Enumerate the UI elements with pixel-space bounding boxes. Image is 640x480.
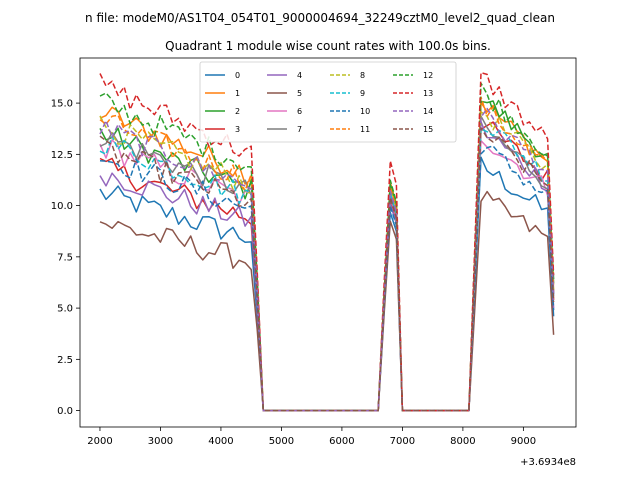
chart-title: Quadrant 1 module wise count rates with … xyxy=(165,39,491,53)
x-tick-label-5000: 5000 xyxy=(269,436,294,447)
y-tick-label-2: 5.0 xyxy=(57,304,73,315)
x-tick-label-4000: 4000 xyxy=(208,436,233,447)
y-tick-label-4: 10.0 xyxy=(51,201,73,212)
legend-label-7: 7 xyxy=(297,125,302,134)
y-tick-label-5: 12.5 xyxy=(51,150,73,161)
x-tick-label-9000: 9000 xyxy=(511,436,536,447)
legend-label-6: 6 xyxy=(297,107,302,116)
legend-label-9: 9 xyxy=(360,89,365,98)
legend-frame xyxy=(199,61,457,143)
y-tick-label-1: 2.5 xyxy=(57,355,73,366)
legend-label-1: 1 xyxy=(235,89,240,98)
legend-label-12: 12 xyxy=(423,71,433,80)
y-tick-label-0: 0.0 xyxy=(57,406,73,417)
legend-label-3: 3 xyxy=(235,125,240,134)
series-line-9 xyxy=(99,128,555,412)
plot-area xyxy=(79,57,577,428)
legend-label-4: 4 xyxy=(297,71,302,80)
legend-label-2: 2 xyxy=(235,107,240,116)
y-tick-label-6: 15.0 xyxy=(51,99,73,110)
figure-suptitle: n file: modeM0/AS1T04_054T01_9000004694_… xyxy=(85,11,555,25)
y-tick-label-3: 7.5 xyxy=(57,252,73,263)
legend-label-8: 8 xyxy=(360,71,365,80)
x-tick-label-3000: 3000 xyxy=(148,436,173,447)
legend-label-5: 5 xyxy=(297,89,302,98)
legend-label-13: 13 xyxy=(423,89,433,98)
legend-label-15: 15 xyxy=(423,125,433,134)
x-tick-label-2000: 2000 xyxy=(87,436,112,447)
x-axis-offset-label: +3.6934e8 xyxy=(520,457,576,468)
x-axis: 2000 3000 4000 5000 6000 7000 8000 9000 xyxy=(87,427,536,447)
legend-label-0: 0 xyxy=(235,71,240,80)
legend-label-10: 10 xyxy=(360,107,370,116)
x-tick-label-6000: 6000 xyxy=(329,436,354,447)
series-line-15 xyxy=(99,127,555,412)
axes-frame xyxy=(79,57,577,428)
series-layer xyxy=(99,71,555,412)
x-tick-label-7000: 7000 xyxy=(390,436,415,447)
legend-label-11: 11 xyxy=(360,125,370,134)
legend-label-14: 14 xyxy=(423,107,433,116)
y-axis: 0.0 2.5 5.0 7.5 10.0 12.5 15.0 xyxy=(51,99,80,417)
x-tick-label-8000: 8000 xyxy=(450,436,475,447)
series-line-13 xyxy=(99,71,555,412)
